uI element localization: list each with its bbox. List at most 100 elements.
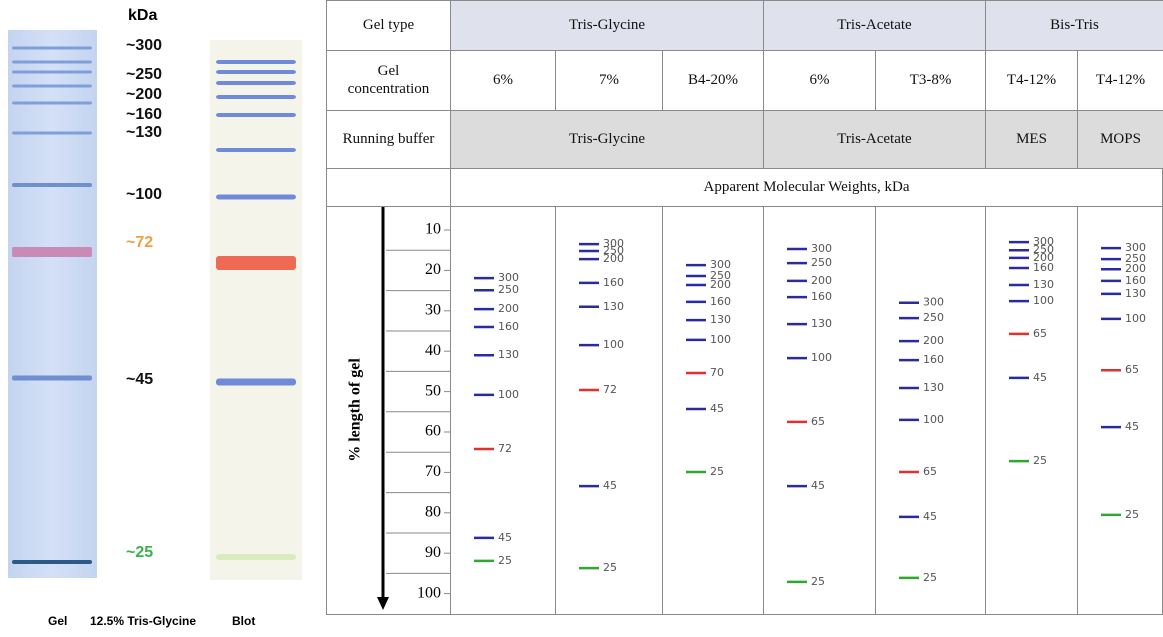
concentration: 6% [763,50,876,111]
gel-type: Tris-Glycine [450,0,764,51]
concentration: T4-12% [1077,50,1163,111]
band-label: 130 [498,348,519,361]
empty-cell [326,168,451,207]
band-label: 250 [811,256,832,269]
gel-band [12,560,92,564]
band-label: 25 [811,575,825,588]
blot-band [216,195,296,200]
band-label: 45 [710,402,724,415]
band-label: 250 [923,311,944,324]
caption: Gel [48,614,67,628]
band-label: 65 [923,465,937,478]
axis-tick-label: 10 [425,221,441,238]
band-label: 100 [811,351,832,364]
axis-tick-label: 60 [425,423,441,440]
band-label: 100 [710,333,731,346]
band-label: 25 [1033,454,1047,467]
subheader: Apparent Molecular Weights, kDa [450,168,1163,207]
gel-band [12,47,92,50]
band-label: 300 [811,242,832,255]
band-label: 130 [603,300,624,313]
band-label: 160 [1033,261,1054,274]
band-label: 130 [1125,287,1146,300]
band-label: 100 [923,413,944,426]
band-label: 200 [710,278,731,291]
blot-band [216,95,296,99]
gel-band [12,132,92,135]
blot-band [216,113,296,117]
band-label: 72 [498,442,512,455]
blot-band [216,148,296,152]
band-label: 100 [1125,312,1146,325]
band-label: 200 [811,274,832,287]
band-label: 200 [498,302,519,315]
band-label: 130 [923,381,944,394]
axis-tick-label: 50 [425,382,441,399]
blot-band [216,379,296,386]
gel-band [12,85,92,88]
axis-tick-label: 70 [425,463,441,480]
gel-band [12,376,92,381]
gel-type: Bis-Tris [985,0,1163,51]
marker-label: ~25 [126,544,153,561]
band-label: 72 [603,383,617,396]
band-label: 300 [498,271,519,284]
band-label: 130 [710,313,731,326]
blot-band [216,256,296,270]
blot-strip [210,40,302,580]
running-buffer: MES [985,110,1078,169]
band-label: 65 [1033,327,1047,340]
page: kDa~300~250~200~160~130~100~72~45~25Gel1… [0,0,1163,637]
band-label: 100 [1033,294,1054,307]
band-label: 130 [1033,278,1054,291]
marker-label: ~250 [126,66,162,83]
band-label: 70 [710,366,724,379]
arrow-head [377,597,389,610]
band-label: 160 [923,353,944,366]
concentration: 6% [450,50,556,111]
blot-band [216,554,296,560]
marker-label: ~45 [126,371,153,388]
gel-type: Tris-Acetate [763,0,986,51]
gel-band [12,102,92,105]
band-label: 160 [603,276,624,289]
blot-band [216,60,296,64]
band-label: 45 [1033,371,1047,384]
axis-tick-label: 80 [425,503,441,520]
blot-band [216,70,296,74]
running-buffer: Tris-Glycine [450,110,764,169]
band-label: 65 [1125,363,1139,376]
gel-band [12,61,92,64]
band-label: 45 [1125,420,1139,433]
band-label: 130 [811,317,832,330]
band-label: 100 [498,388,519,401]
unit-label: kDa [128,7,157,24]
band-label: 250 [498,283,519,296]
gel-band [12,247,92,257]
marker-label: ~300 [126,37,162,54]
gel-band [12,183,92,187]
band-label: 25 [603,561,617,574]
blot-band [216,81,296,85]
band-label: 45 [603,479,617,492]
axis-tick-label: 90 [425,544,441,561]
band-label: 45 [498,531,512,544]
marker-label: ~200 [126,86,162,103]
caption: 12.5% Tris-Glycine [90,614,196,628]
gel-band [12,71,92,74]
axis-tick-label: 100 [417,584,441,601]
axis-label: % length of gel [347,358,364,462]
band-label: 160 [710,295,731,308]
axis-tick-label: 30 [425,301,441,318]
marker-label: ~72 [126,234,153,251]
row-header: Gel type [326,0,451,51]
row-header: Gel concentration [326,50,451,111]
axis-tick-label: 40 [425,342,441,359]
band-label: 200 [603,252,624,265]
band-label: 25 [498,554,512,567]
band-label: 25 [1125,508,1139,521]
marker-label: ~130 [126,124,162,141]
band-label: 200 [923,334,944,347]
band-label: 45 [811,479,825,492]
row-header: Running buffer [326,110,451,169]
